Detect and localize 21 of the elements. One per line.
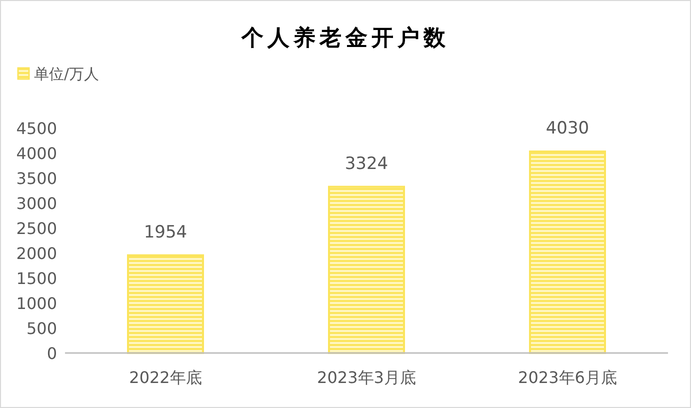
data-label: 1954	[144, 222, 188, 242]
y-tick-label: 2000	[16, 244, 57, 263]
bar	[127, 254, 204, 354]
data-label: 4030	[546, 118, 590, 138]
y-tick-label: 2500	[16, 219, 57, 238]
y-tick-label: 3500	[16, 169, 57, 188]
legend-label: 单位/万人	[34, 65, 100, 83]
data-label: 3324	[344, 154, 388, 174]
x-tick-label: 2023年6月底	[518, 368, 617, 387]
x-tick-label: 2023年3月底	[317, 368, 416, 387]
y-tick-label: 3000	[16, 194, 57, 213]
y-tick-label: 4000	[16, 144, 57, 163]
y-tick-label: 0	[46, 344, 57, 363]
y-tick-label: 500	[26, 319, 57, 338]
chart-title: 个人养老金开户数	[240, 25, 450, 51]
bar	[529, 150, 606, 354]
y-tick-label: 1000	[16, 294, 57, 313]
y-tick-label: 4500	[16, 119, 57, 138]
bar	[328, 186, 405, 354]
x-tick-label: 2022年底	[129, 368, 202, 387]
y-tick-label: 1500	[16, 269, 57, 288]
